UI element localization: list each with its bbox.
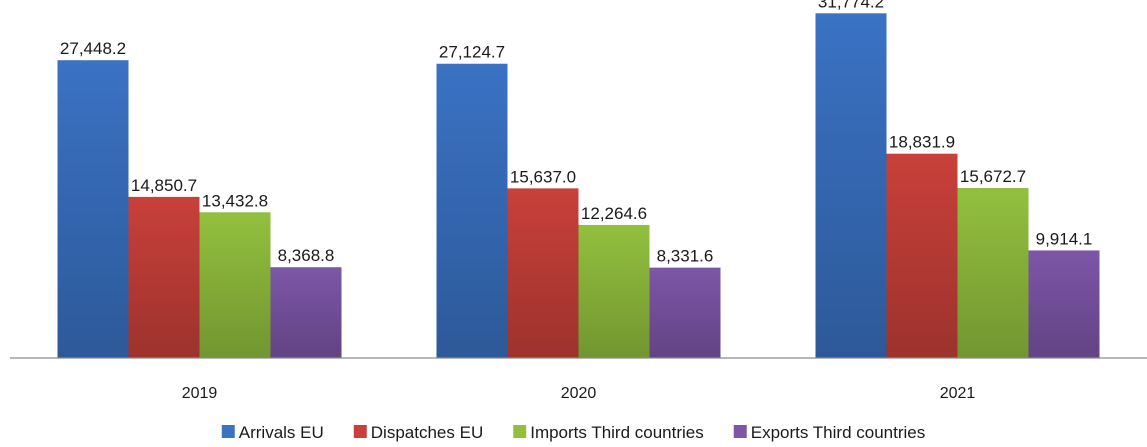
data-label-imports-third-countries-2021: 15,672.7: [960, 167, 1026, 186]
legend-item-dispatches-eu: Dispatches EU: [353, 423, 483, 442]
bar-exports-third-countries-2019: [270, 267, 342, 358]
data-label-dispatches-eu-2021: 18,831.9: [889, 133, 955, 152]
x-tick-label-2020: 2020: [561, 385, 597, 402]
bar-exports-third-countries-2020: [649, 267, 721, 358]
legend-item-arrivals-eu: Arrivals EU: [221, 423, 324, 442]
bar-arrivals-eu-2021: [815, 13, 887, 359]
data-label-arrivals-eu-2020: 27,124.7: [439, 43, 505, 62]
bar-imports-third-countries-2019: [199, 212, 271, 358]
legend-item-exports-third-countries: Exports Third countries: [733, 423, 925, 442]
legend-swatch-exports-third-countries: [733, 425, 747, 438]
legend-label-exports-third-countries: Exports Third countries: [751, 423, 925, 442]
data-label-imports-third-countries-2020: 12,264.6: [581, 204, 647, 223]
bars-layer: [57, 13, 1100, 359]
bar-imports-third-countries-2021: [957, 187, 1029, 358]
data-label-imports-third-countries-2019: 13,432.8: [202, 191, 268, 210]
legend-swatch-dispatches-eu: [353, 425, 367, 438]
bar-imports-third-countries-2020: [578, 224, 650, 358]
data-labels-layer: 27,448.2 14,850.7 13,432.8 8,368.8 27,124.7 1…: [60, 0, 1092, 266]
legend-swatch-imports-third-countries: [513, 425, 527, 438]
legend-label-arrivals-eu: Arrivals EU: [239, 423, 324, 442]
data-label-dispatches-eu-2019: 14,850.7: [131, 176, 197, 195]
bar-arrivals-eu-2019: [57, 60, 129, 359]
bar-dispatches-eu-2020: [507, 188, 579, 358]
bar-arrivals-eu-2020: [436, 63, 508, 359]
data-label-dispatches-eu-2020: 15,637.0: [510, 167, 576, 186]
bar-dispatches-eu-2021: [886, 153, 958, 358]
bar-exports-third-countries-2021: [1028, 250, 1100, 358]
data-label-exports-third-countries-2021: 9,914.1: [1036, 229, 1093, 248]
data-label-exports-third-countries-2020: 8,331.6: [657, 247, 714, 266]
x-tick-labels: 2019 2020 2021: [182, 385, 976, 402]
legend-swatch-arrivals-eu: [221, 425, 235, 438]
bar-dispatches-eu-2019: [128, 196, 200, 358]
x-tick-label-2019: 2019: [182, 385, 218, 402]
data-label-exports-third-countries-2019: 8,368.8: [278, 246, 335, 265]
data-label-arrivals-eu-2019: 27,448.2: [60, 39, 126, 58]
legend-label-imports-third-countries: Imports Third countries: [530, 423, 704, 442]
legend: Arrivals EU Dispatches EU Imports Third co…: [221, 423, 925, 442]
legend-item-imports-third-countries: Imports Third countries: [513, 423, 704, 442]
legend-label-dispatches-eu: Dispatches EU: [371, 423, 483, 442]
x-tick-label-2021: 2021: [940, 385, 976, 402]
data-label-arrivals-eu-2021: 31,774.2: [818, 0, 884, 11]
